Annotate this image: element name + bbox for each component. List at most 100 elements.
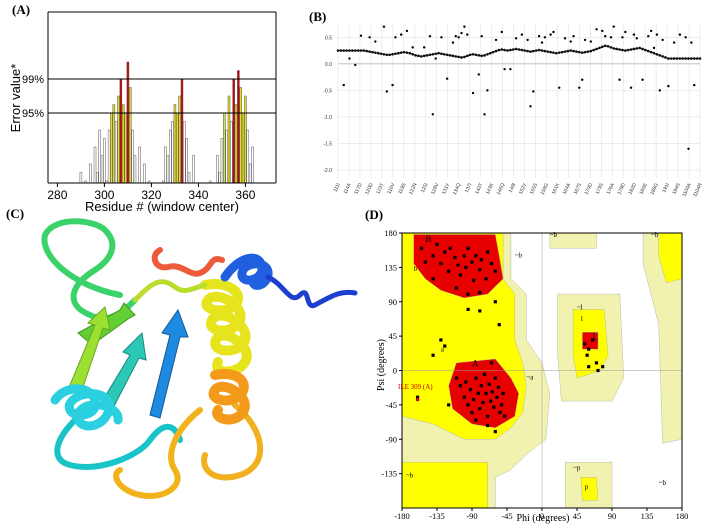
b-line-point xyxy=(552,51,555,54)
a-x-tick-label: 320 xyxy=(141,188,161,202)
b-x-tick-label: 152Y xyxy=(518,182,529,196)
d-y-tick-label: -90 xyxy=(386,434,397,444)
panel-b-label: (B) xyxy=(309,9,327,24)
a-bar xyxy=(230,121,233,184)
b-line-point xyxy=(506,49,509,52)
d-region-label: p xyxy=(585,483,589,491)
b-x-tick-label: 173S xyxy=(595,182,606,196)
b-x-tick-label: 158G xyxy=(540,182,551,196)
b-scatter-point xyxy=(581,78,584,81)
b-line-point xyxy=(362,49,366,52)
b-x-tick-label: 191I xyxy=(661,182,671,193)
b-scatter-point xyxy=(540,41,544,44)
b-line-point xyxy=(672,57,676,60)
b-line-point xyxy=(494,49,498,53)
d-residue-point xyxy=(485,250,490,254)
b-x-tick-label: 116V xyxy=(386,182,396,195)
d-residue-point xyxy=(454,376,459,380)
b-line-point xyxy=(606,45,610,48)
b-scatter-point xyxy=(477,73,480,76)
b-scatter-point xyxy=(509,67,512,71)
a-bar xyxy=(220,138,224,184)
d-y-tick-label: -45 xyxy=(386,400,397,410)
b-scatter-point xyxy=(400,33,403,36)
b-x-tick-label: 188G xyxy=(649,182,660,196)
d-y-axis-title: Psi (degrees) xyxy=(376,339,387,391)
b-line-point xyxy=(428,53,432,57)
b-line-point xyxy=(417,54,420,58)
b-line-point xyxy=(394,52,397,56)
d-residue-point xyxy=(474,254,478,258)
a-threshold-99-label: 99% xyxy=(22,74,44,86)
b-line-point xyxy=(569,49,573,52)
d-y-tick-label: 135 xyxy=(384,262,397,272)
b-line-point xyxy=(359,49,363,52)
d-region-label: ~a xyxy=(526,374,534,382)
b-scatter-point xyxy=(514,37,518,40)
d-residue-point xyxy=(497,323,501,327)
b-line-point xyxy=(342,49,346,52)
b-line-point xyxy=(486,52,489,56)
b-scatter-point xyxy=(440,36,443,39)
b-line-point xyxy=(443,52,446,56)
d-residue-point xyxy=(431,353,435,357)
b-line-point xyxy=(649,50,653,54)
a-bar xyxy=(107,129,111,184)
b-line-point xyxy=(690,57,693,60)
b-x-tick-label: 146Q xyxy=(496,182,507,196)
a-bar xyxy=(103,138,106,184)
a-x-tick-label: 340 xyxy=(188,188,208,202)
b-scatter-point xyxy=(621,36,624,39)
b-line-point xyxy=(376,51,380,55)
b-line-point xyxy=(445,53,449,57)
b-line-point xyxy=(615,47,618,51)
d-residue-point xyxy=(474,418,478,422)
b-x-tick-label: 114A xyxy=(343,182,353,195)
b-scatter-point xyxy=(603,35,607,38)
a-x-tick-label: 300 xyxy=(94,188,114,202)
d-residue-point xyxy=(501,391,505,396)
b-x-tick-label: 161K xyxy=(551,182,562,196)
b-scatter-point xyxy=(647,35,650,38)
d-residue-point xyxy=(454,286,459,290)
d-residue-point xyxy=(419,246,424,250)
d-residue-point xyxy=(493,430,497,434)
b-x-tick-label: 140T xyxy=(474,182,484,195)
a-bar xyxy=(178,95,181,184)
a-bar xyxy=(171,121,174,184)
b-x-tick-label: 111I xyxy=(333,182,342,193)
b-line-point xyxy=(595,47,598,51)
coil-red-loop xyxy=(151,247,225,277)
b-line-point xyxy=(437,51,440,55)
d-residue-point xyxy=(468,387,473,392)
d-region-label: a xyxy=(441,345,445,353)
b-scatter-point xyxy=(359,34,363,37)
b-scatter-point xyxy=(480,35,483,38)
d-x-tick-label: 90 xyxy=(608,511,617,521)
b-line-point xyxy=(532,49,535,53)
d-residue-point xyxy=(464,265,468,269)
d-residue-point xyxy=(496,385,501,389)
a-bar xyxy=(241,112,245,184)
b-line-point xyxy=(572,49,575,53)
b-line-point xyxy=(638,46,641,50)
b-line-point xyxy=(586,50,590,53)
b-line-point xyxy=(560,50,564,54)
b-line-point xyxy=(695,57,699,60)
a-bar xyxy=(93,146,97,184)
error-value-bar-chart: 99% 95% 280 300 320 340 360 Residue # (windo… xyxy=(8,11,277,214)
b-line-point xyxy=(408,51,412,55)
b-line-point xyxy=(578,50,581,54)
d-residue-point xyxy=(466,292,470,296)
b-line-point xyxy=(592,48,595,52)
b-scatter-point xyxy=(405,29,409,33)
b-scatter-point xyxy=(494,38,498,42)
panel-c-label: (C) xyxy=(6,206,25,221)
b-line-point xyxy=(675,57,679,60)
d-x-tick-label: 180 xyxy=(676,511,689,521)
d-residue-point xyxy=(583,342,587,346)
b-line-point xyxy=(626,48,630,52)
a-bar xyxy=(166,155,170,184)
b-scatter-point xyxy=(649,29,653,33)
b-line-point xyxy=(652,51,656,55)
